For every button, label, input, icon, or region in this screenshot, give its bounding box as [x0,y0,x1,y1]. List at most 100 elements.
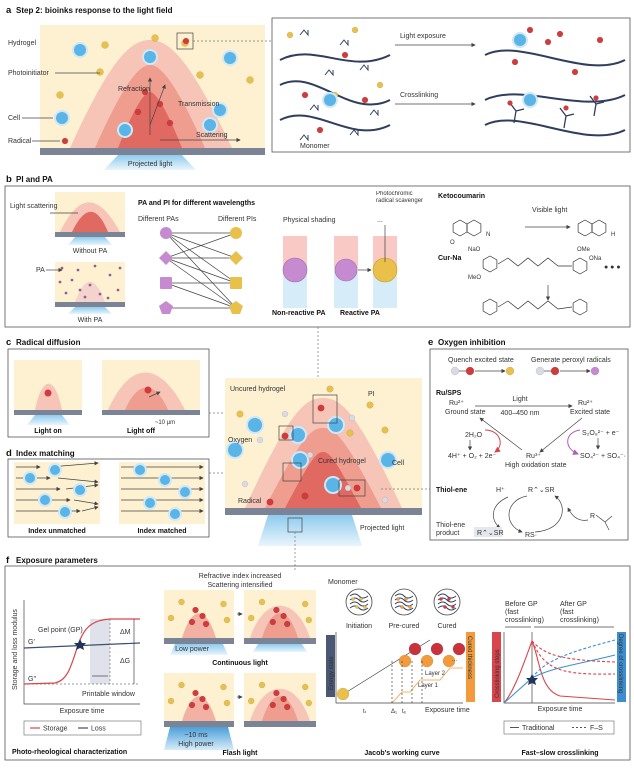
pi-shape [230,227,242,239]
fast-slow-chart: Before GP (fast crosslinking) After GP (… [492,601,626,757]
monomer [324,69,334,77]
radical-dots: ● ● ● [604,264,621,271]
label-photoinitiator: Photoinitiator [8,70,50,77]
gel-point-star [74,639,86,650]
cell [324,94,336,106]
jacob-working-curve: Monomer Initiation Pre-cured Cured Energ… [326,579,475,757]
label-refraction: Refraction [118,86,150,93]
radical [199,612,206,620]
cured-state [408,642,422,656]
after-gp-2: (fast [560,609,574,616]
label-projected-light: Projected light [360,525,404,532]
panel-b: b PI and PA Light scattering Without PA … [4,174,631,328]
radical [273,689,280,697]
photoinitiator [351,26,359,34]
panel-c-title: Radical diffusion [16,338,81,347]
chain [394,605,414,611]
label-ru2-left: Ru²⁺ [449,400,464,407]
label-oxygen: Oxygen [228,437,252,444]
label-persulfate: S₂O₈²⁻ + e⁻ [582,430,620,437]
photoinitiator [101,41,109,49]
label-index-unmatched: Index unmatched [28,528,86,535]
panel-b-title: PI and PA [16,175,53,184]
label-quench: Quench excited state [448,357,514,364]
scattered-ray [81,505,99,512]
rheology-chart: Storage and loss modulus Gel point (GP) … [12,600,142,756]
label-delta-g: ΔG [120,658,130,665]
particle [439,597,443,601]
cell [25,473,35,483]
fast-slow-caption: Fast–slow crosslinking [521,750,598,757]
matched-panel [119,462,205,524]
label-t-t: tₜ [363,709,367,715]
label-g-prime: G′ [28,639,35,646]
label-r: R [590,513,595,520]
radical [544,38,552,46]
chain [437,605,457,611]
rheology-caption: Photo-rheological characterization [12,749,127,756]
radical [526,26,534,34]
cell [145,498,155,508]
chain [349,605,369,611]
photoabsorber-dot [118,266,122,270]
radical [266,498,274,506]
photoinitiator [96,68,104,76]
pa-shape [159,301,173,314]
photoinitiator [366,401,374,409]
printable-window-band [90,619,110,684]
radical [281,432,289,440]
molecule [505,366,515,376]
cell [56,112,68,124]
monomer-circle [390,588,418,616]
crosslink [559,107,575,129]
wavelength-heading: PA and PI for different wavelengths [138,200,255,207]
light-on-field [35,383,62,410]
photoinitiator [258,681,266,689]
cell [60,507,70,517]
photoabsorber-dot [78,288,82,292]
particle [451,605,455,609]
radical [269,618,277,626]
pa-shape [159,251,173,265]
legend-loss: Loss [91,726,106,733]
cell [180,487,190,497]
panel-c-box [7,348,210,438]
label-delta-1: Δ₁ [391,709,397,715]
panel-a-letter: a [6,5,12,16]
label-without-pa: Without PA [73,248,108,255]
panel-d-letter: d [6,448,12,459]
cured-state [430,642,444,656]
label-visible-light: Visible light [532,207,567,214]
traditional-steps-curve [503,639,616,704]
light-off-radical [144,386,152,394]
before-gp-1: Before GP [505,601,538,608]
rheology-legend [23,720,142,736]
jacob-xlabel: Exposure time [425,707,470,714]
molecule [535,366,545,376]
radical [317,404,325,412]
ellipsis: ... [377,217,383,224]
center-projected-light [258,515,362,546]
photoabsorber-dot [64,291,68,295]
monomer [349,129,359,137]
polymer-chain [484,119,626,137]
panel-b-letter: b [6,174,12,185]
cured-thickness-bar [466,632,475,702]
particle [404,597,408,601]
label-radical: Radical [238,498,262,505]
network-box [271,17,631,153]
radical [269,701,277,709]
persulfate-arrow [567,429,581,455]
polymer-chain [484,49,626,67]
photoinitiator [151,34,159,42]
panel-d: d Index matching Index unmatched Index m… [6,448,283,538]
label-monomer: Monomer [328,579,358,586]
photoinitiator [326,385,334,393]
chem-ona: ONa [589,256,602,262]
cell [50,465,60,475]
cur-na-chain [497,257,572,267]
radical [61,137,69,145]
label-water: 2H₂O [465,432,483,439]
chem-amine-n: N [486,232,490,238]
label-ru2-right: Ru²⁺ [578,400,593,407]
